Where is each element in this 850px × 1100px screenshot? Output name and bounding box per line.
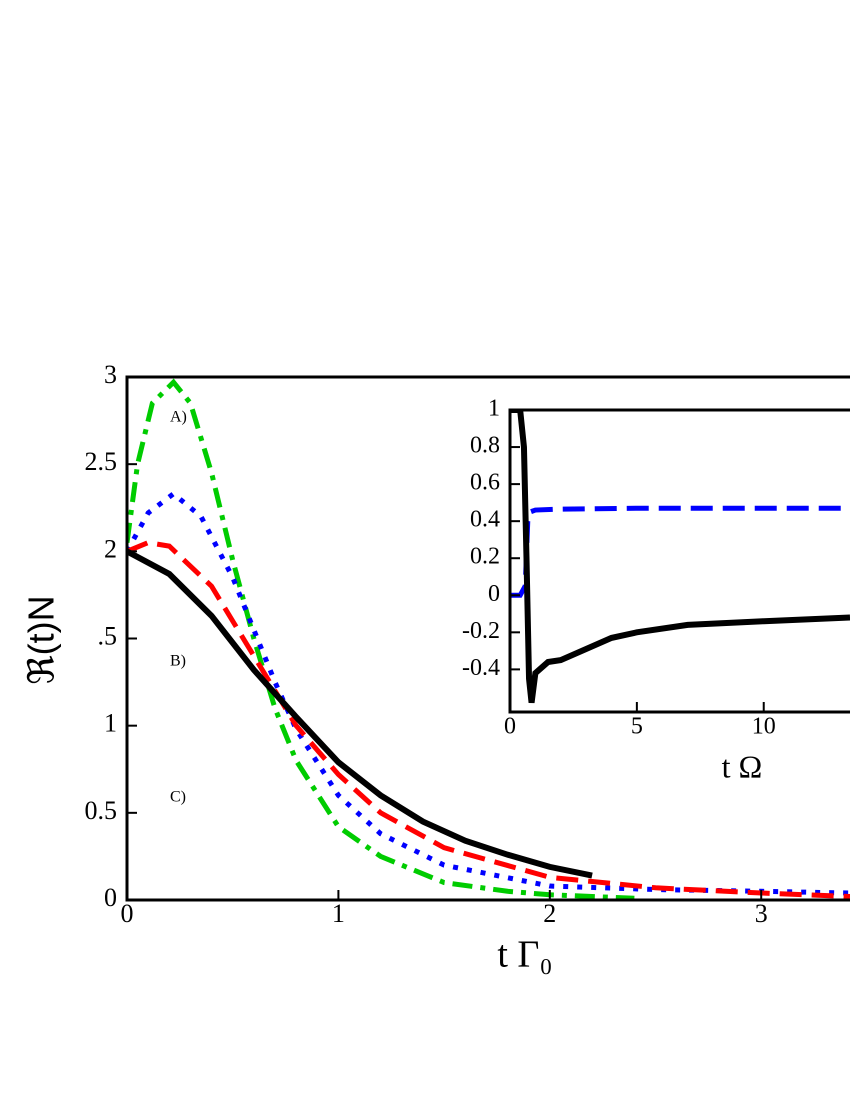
y-tick-label: 0.5 [85,796,118,825]
x-tick-label: 10 [752,714,776,740]
x-tick-label: 0 [504,714,516,740]
axis-frame [508,408,850,714]
x-axis-label: t Ω [722,748,763,784]
y-tick-label: 0.8 [470,433,500,459]
x-tick-label: 5 [631,714,643,740]
y-tick-label: -0.2 [462,618,500,644]
annotation: B) [170,653,186,670]
y-tick-label: 0.4 [470,507,500,533]
x-tick-label: 1 [332,899,345,928]
x-tick-label: 0 [121,899,134,928]
plot: 0 1 2 3 0 0.5 1 .5 2 2.5 3 t Γ₀ ℜ(t)N A) B) C) [21,360,850,976]
y-tick-label: 2 [104,534,117,563]
annotation: C) [170,789,186,806]
x-axis-label: t Γ₀ [497,934,552,976]
data-line [127,490,850,896]
annotation: A) [170,409,187,426]
y-tick-label: 3 [104,360,117,389]
data-line [510,505,850,598]
series-group [127,378,850,900]
y-tick-label: 1 [488,396,500,422]
y-tick-label: -0.4 [462,655,500,681]
y-tick-label: .5 [98,621,118,650]
x-tick-label: 3 [755,899,768,928]
y-axis-label: ℜ(t)N [21,595,62,684]
y-tick-label: 2.5 [85,447,118,476]
y-tick-label: 0.2 [470,544,500,570]
y-tick-label: 0 [104,883,117,912]
y-tick-label: 1 [104,709,117,738]
data-line [127,548,593,879]
y-tick-label: 0 [488,581,500,607]
series-group [510,410,850,704]
plot-background [510,410,850,712]
data-line [510,410,850,704]
y-tick-label: 0.6 [470,470,500,496]
x-tick-label: 2 [543,899,556,928]
data-line [127,540,850,900]
plot: 0 5 10 -0.4 -0.2 0 0.2 0.4 0.6 0.8 1 t Ω [462,396,850,784]
